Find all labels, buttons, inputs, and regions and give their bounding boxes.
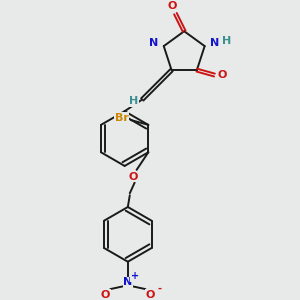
Text: O: O (218, 70, 227, 80)
Text: Br: Br (115, 113, 129, 123)
Text: O: O (168, 1, 177, 11)
Text: N: N (149, 38, 159, 48)
Text: O: O (146, 290, 155, 300)
Text: H: H (129, 96, 138, 106)
Text: N: N (123, 277, 133, 287)
Text: O: O (128, 172, 137, 182)
Text: N: N (210, 38, 219, 48)
Text: O: O (101, 290, 110, 300)
Text: H: H (221, 36, 231, 46)
Text: -: - (157, 284, 161, 294)
Text: +: + (130, 272, 139, 281)
